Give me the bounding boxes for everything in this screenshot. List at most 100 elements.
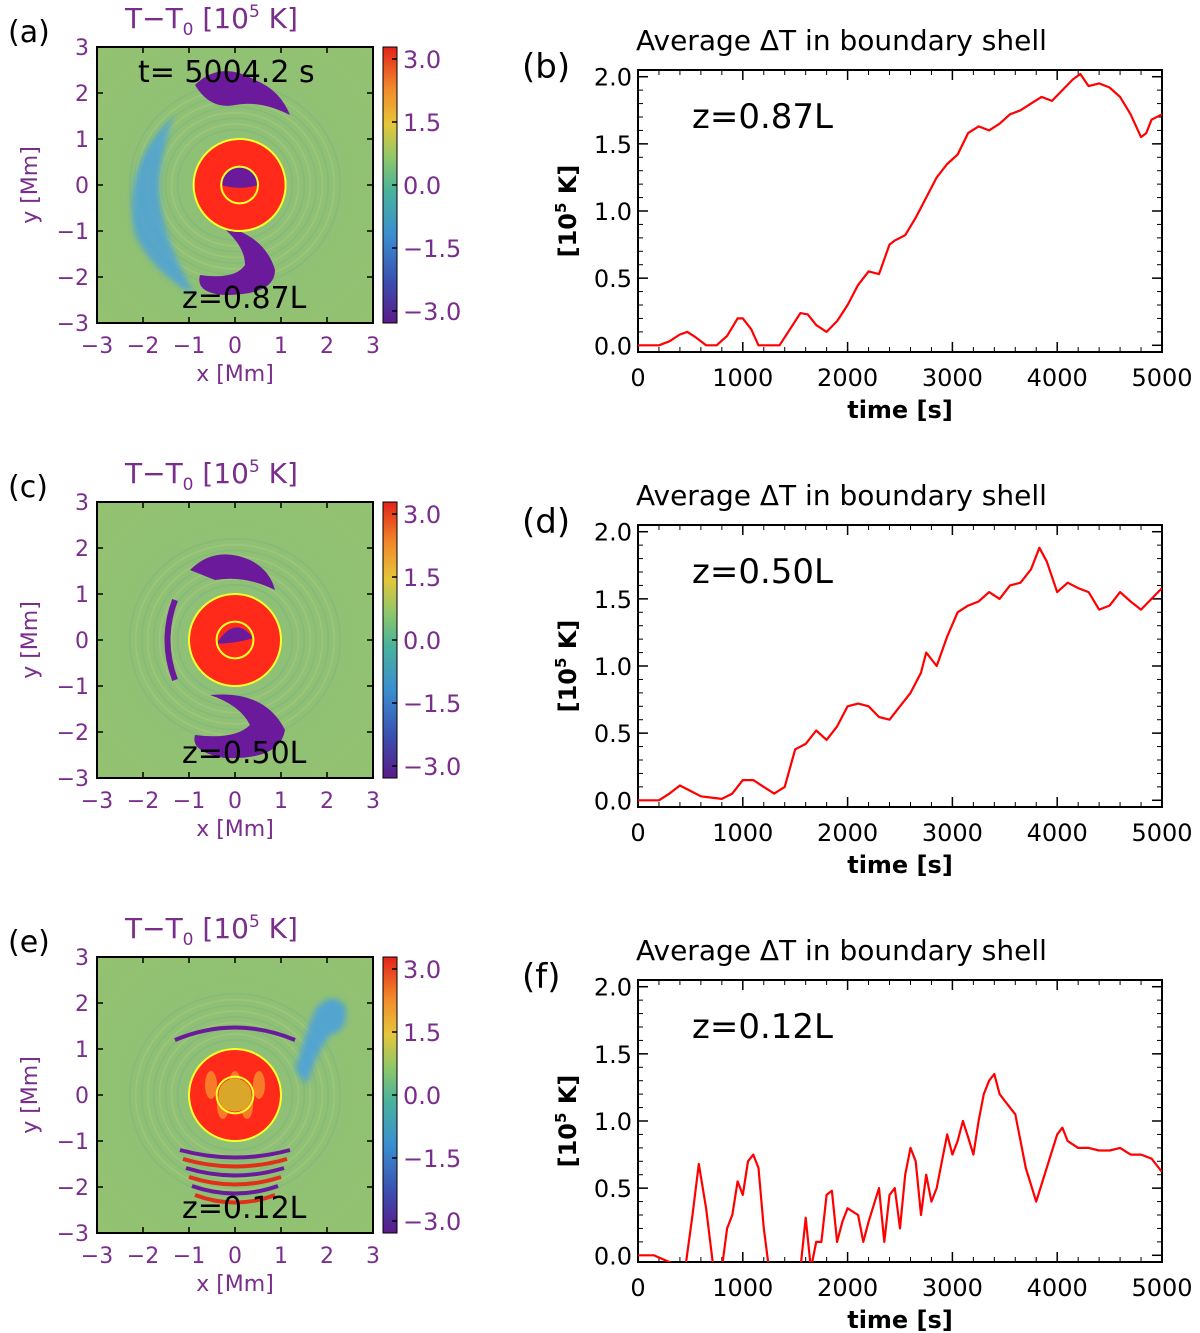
ripple-ring: [176, 129, 294, 241]
colorbar-tick-label: 0.0: [403, 172, 441, 200]
x-tick-label: 3000: [922, 819, 983, 847]
heatmap-panel-a: −3 −2 −1 0 1 2 3 −3 −2 −1 0 1 2 3 x [Mm] y [Mm] (a) T−T0 …: [8, 2, 461, 387]
inner-cold: [216, 627, 254, 644]
x-tick-label: 1000: [712, 819, 773, 847]
x-tick-label: 2: [320, 789, 334, 814]
line-panel-d: 0 1000 2000 3000 4000 5000 0.0 0.5 1.0 1.5 2.0 time…: [522, 479, 1193, 879]
y-tick-label: −3: [57, 312, 89, 337]
inner-warm: [218, 1078, 252, 1112]
colorbar-tick-label: −3.0: [403, 298, 461, 326]
y-tick-label: −3: [57, 1222, 89, 1247]
cold-swirl-bottom: [194, 694, 285, 759]
colorbar-tick-label: 3.0: [403, 501, 441, 529]
stripe-top: [174, 1025, 296, 1042]
y-tick-label: −1: [57, 675, 89, 700]
y-tick-label: 2.0: [594, 519, 632, 547]
heatmap-title: T−T0 [105 K]: [124, 2, 298, 40]
stripe: [188, 1175, 282, 1187]
x-tick-label: −3: [81, 1244, 113, 1269]
x-tick-label: 2000: [817, 819, 878, 847]
x-tick-label: 0: [228, 1244, 242, 1269]
y-tick-label: −2: [57, 1176, 89, 1201]
heatmap-panel-c: −3 −2 −1 0 1 2 3 −3 −2 −1 0 1 2 3 x [Mm] y [Mm] (c) T−T0 …: [8, 457, 461, 842]
y-tick-label: 0.5: [594, 720, 632, 748]
z-label: z=0.87L: [182, 281, 307, 316]
x-tick-label: −1: [173, 1244, 205, 1269]
boundary-circle-inner: [215, 620, 255, 660]
y-tick-label: 1.5: [594, 586, 632, 614]
x-tick-label: 3: [366, 789, 380, 814]
x-tick-label: 1000: [712, 1274, 773, 1302]
x-axis-label: time [s]: [847, 396, 953, 424]
ripple-ring: [170, 123, 300, 247]
x-tick-label: 2000: [817, 364, 878, 392]
time-label: t= 5004.2 s: [138, 55, 315, 90]
colorbar-tick-label: 3.0: [403, 956, 441, 984]
x-tick-label: 1: [274, 334, 288, 359]
y-tick-label: 3: [75, 36, 89, 61]
x-tick-label: 3: [366, 334, 380, 359]
x-tick-label: −1: [173, 334, 205, 359]
stripe: [182, 1157, 288, 1169]
y-tick-label: 1: [75, 128, 89, 153]
panel-label: (d): [522, 502, 570, 542]
x-tick-label: 3000: [922, 364, 983, 392]
x-tick-label: −3: [81, 789, 113, 814]
x-axis-label: x [Mm]: [196, 1272, 274, 1297]
z-annotation: z=0.50L: [692, 552, 833, 592]
y-tick-label: −3: [57, 767, 89, 792]
heatmap-field: [97, 957, 373, 1233]
chart-title: Average ΔT in boundary shell: [636, 479, 1047, 512]
y-tick-label: −2: [57, 266, 89, 291]
y-tick-label: −1: [57, 220, 89, 245]
colorbar-tick-label: 3.0: [403, 46, 441, 74]
x-axis-label: time [s]: [847, 851, 953, 879]
x-tick-label: −2: [127, 1244, 159, 1269]
y-tick-label: 2.0: [594, 64, 632, 92]
x-tick-label: 2: [320, 1244, 334, 1269]
ripple-ring: [176, 1039, 294, 1151]
y-tick-label: 3: [75, 946, 89, 971]
colorbar-tick-label: 1.5: [403, 109, 441, 137]
colorbar-tick-label: −1.5: [403, 690, 461, 718]
colorbar-tick-label: 1.5: [403, 564, 441, 592]
series-line: [638, 72, 1162, 347]
panel-label: (f): [522, 957, 561, 997]
x-tick-label: 2000: [817, 1274, 878, 1302]
cold-swirl-top: [190, 554, 275, 590]
panel-label: (a): [8, 15, 50, 50]
y-axis-label: y [Mm]: [18, 601, 43, 679]
y-tick-label: 0.5: [594, 265, 632, 293]
boundary-circle-inner: [220, 165, 260, 205]
ripple-ring: [128, 993, 342, 1197]
x-tick-label: 4000: [1027, 819, 1088, 847]
x-tick-label: 3000: [922, 1274, 983, 1302]
x-tick-label: 3: [366, 1244, 380, 1269]
ripple-ring: [158, 111, 312, 259]
y-tick-label: 0.0: [594, 1242, 632, 1270]
line-panel-b: 0 1000 2000 3000 4000 5000 0.0 0.5 1.0 1.5 2.0 time…: [522, 24, 1193, 424]
ripple-ring: [134, 998, 336, 1192]
panel-label: (e): [8, 925, 50, 960]
x-tick-label: 0: [228, 789, 242, 814]
x-tick-label: 1: [274, 789, 288, 814]
y-tick-label: 1: [75, 583, 89, 608]
x-tick-label: 5000: [1131, 819, 1192, 847]
series-line: [638, 546, 1162, 802]
panel-label: (b): [522, 47, 570, 87]
z-label: z=0.50L: [182, 736, 307, 771]
boundary-circle-inner: [215, 1075, 255, 1115]
y-tick-label: 3: [75, 491, 89, 516]
colorbar-tick-label: −3.0: [403, 753, 461, 781]
hot-streak: [253, 1071, 265, 1099]
x-tick-label: −2: [127, 789, 159, 814]
y-tick-label: 2.0: [594, 974, 632, 1002]
x-tick-label: 0: [630, 819, 645, 847]
y-tick-label: 1.0: [594, 653, 632, 681]
colorbar-tick-label: 1.5: [403, 1019, 441, 1047]
y-axis-label: [105 K]: [552, 1075, 582, 1168]
cold-plume: [295, 998, 346, 1085]
stripe: [194, 1193, 276, 1205]
colorbar-tick-label: −3.0: [403, 1208, 461, 1236]
